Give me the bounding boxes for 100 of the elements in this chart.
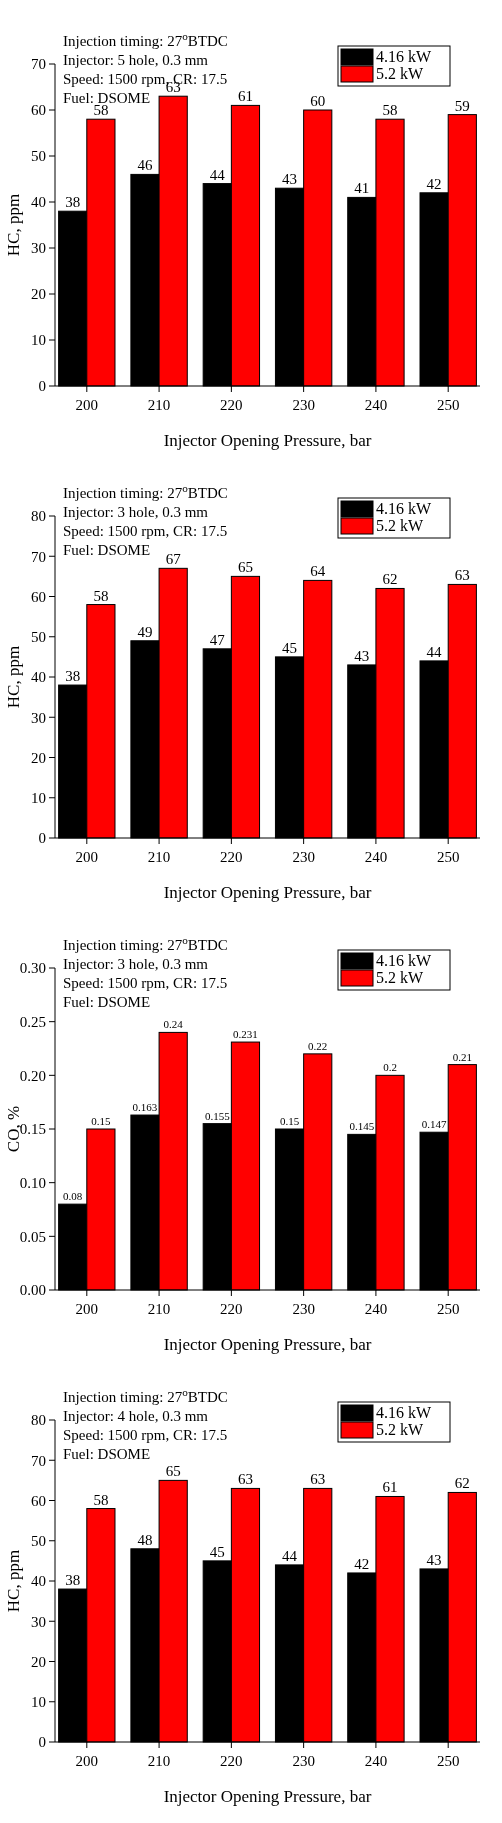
x-tick-label: 210	[147, 1301, 171, 1317]
x-tick-label: 200	[75, 1301, 99, 1317]
x-tick-label: 250	[436, 397, 460, 413]
text: Injection timing: 27$^{o}$BTDC	[63, 30, 228, 49]
legend-label: 5.2 kW	[376, 1421, 424, 1438]
y-tick-label: 40	[31, 669, 46, 686]
y-tick-label: 80	[31, 1412, 46, 1429]
data-label: 43	[426, 1551, 442, 1568]
data-label: 62	[382, 571, 398, 588]
data-label: 58	[93, 587, 109, 604]
y-tick-label: 0	[38, 1734, 46, 1751]
y-tick-label: 70	[31, 548, 46, 565]
data-label: 0.163	[132, 1101, 158, 1114]
data-label: 0.15	[91, 1115, 112, 1127]
y-tick-label: 60	[31, 588, 46, 605]
y-tick-label: 80	[31, 508, 46, 525]
data-label: 0.2	[383, 1061, 397, 1074]
y-tick-label: 30	[31, 709, 46, 726]
data-label: 0.24	[163, 1018, 184, 1031]
y-tick-label: 10	[31, 332, 46, 349]
data-label: 0.15	[279, 1115, 300, 1127]
data-label: 44	[209, 166, 226, 183]
x-tick-label: 210	[147, 1753, 171, 1769]
x-tick-label: 250	[436, 1753, 460, 1769]
y-tick-label: 60	[31, 1492, 46, 1509]
data-label: 61	[382, 1479, 398, 1496]
data-label: 0.08	[63, 1190, 83, 1203]
legend-label: 4.16 kW	[376, 500, 432, 517]
y-tick-label: 0.15	[19, 1121, 46, 1138]
data-label: 63	[454, 567, 470, 584]
legend-label: 4.16 kW	[376, 48, 432, 65]
data-label: 62	[454, 1475, 470, 1492]
text: Injection timing: 27$^{o}$BTDC	[63, 1386, 228, 1405]
annotation: Speed: 1500 rpm, CR: 17.5	[63, 975, 228, 991]
data-label: 0.22	[308, 1039, 328, 1052]
x-tick-label: 240	[364, 1301, 388, 1317]
x-tick-label: 230	[292, 849, 315, 865]
x-axis-title: Injector Opening Pressure, bar	[163, 1335, 372, 1354]
data-label: 59	[454, 97, 470, 114]
data-label: 42	[354, 1555, 370, 1572]
y-tick-label: 0	[38, 830, 46, 847]
annotation: Injector: 3 hole, 0.3 mm	[63, 504, 209, 520]
x-tick-label: 230	[292, 1753, 315, 1769]
x-tick-label: 230	[292, 397, 315, 413]
annotation: Injector: 3 hole, 0.3 mm	[63, 956, 209, 972]
y-tick-label: 0.25	[19, 1013, 46, 1030]
y-tick-label: 70	[31, 56, 46, 73]
x-tick-label: 200	[75, 397, 99, 413]
x-axis-title: Injector Opening Pressure, bar	[163, 1787, 372, 1806]
y-tick-label: 40	[31, 1573, 46, 1590]
x-tick-label: 200	[75, 849, 99, 865]
x-tick-label: 220	[220, 849, 243, 865]
x-tick-label: 220	[220, 1301, 243, 1317]
annotation: Fuel: DSOME	[63, 1446, 151, 1462]
data-label: 63	[310, 1471, 326, 1488]
text: Injection timing: 27$^{o}$BTDC	[63, 482, 228, 501]
data-label: 44	[282, 1547, 298, 1564]
y-tick-label: 50	[31, 1533, 46, 1549]
data-label: 48	[137, 1531, 153, 1548]
data-label: 67	[165, 551, 182, 568]
data-label: 41	[354, 180, 370, 197]
y-tick-label: 0.20	[19, 1067, 46, 1084]
y-tick-label: 0.00	[19, 1282, 46, 1299]
data-label: 58	[382, 102, 398, 119]
data-label: 47	[209, 631, 226, 648]
legend-label: 5.2 kW	[376, 517, 424, 534]
data-label: 64	[310, 563, 326, 580]
annotation: Fuel: DSOME	[63, 542, 151, 558]
x-tick-label: 230	[292, 1301, 315, 1317]
y-axis-title: HC, ppm	[4, 1549, 23, 1613]
y-axis-title: HC, ppm	[4, 645, 23, 709]
x-tick-label: 210	[147, 397, 171, 413]
data-label: 0.147	[421, 1118, 447, 1131]
text: Injection timing: 27$^{o}$BTDC	[63, 934, 228, 953]
x-tick-label: 240	[364, 849, 388, 865]
annotation: Injector: 4 hole, 0.3 mm	[63, 1408, 209, 1424]
x-axis-title: Injector Opening Pressure, bar	[163, 883, 372, 902]
data-label: 65	[165, 1463, 181, 1480]
annotation: Fuel: DSOME	[63, 994, 151, 1010]
data-label: 42	[426, 175, 442, 192]
y-tick-label: 20	[31, 1653, 46, 1670]
data-label: 38	[65, 1572, 81, 1589]
data-label: 49	[137, 623, 153, 640]
y-tick-label: 30	[31, 240, 46, 257]
y-tick-label: 0.10	[19, 1174, 46, 1191]
y-tick-label: 0.30	[19, 960, 46, 977]
x-tick-label: 210	[147, 849, 171, 865]
annotation: Speed: 1500 rpm, CR: 17.5	[63, 1427, 228, 1443]
y-tick-label: 30	[31, 1613, 46, 1630]
y-tick-label: 10	[31, 1694, 46, 1710]
data-label: 0.231	[233, 1028, 258, 1041]
data-label: 45	[209, 1543, 225, 1560]
data-label: 38	[65, 668, 81, 685]
y-tick-label: 50	[31, 148, 46, 165]
data-label: 60	[310, 93, 326, 109]
data-label: 58	[93, 1491, 109, 1508]
y-tick-label: 10	[31, 790, 46, 806]
y-tick-label: 60	[31, 102, 46, 119]
y-axis-title: HC, ppm	[4, 193, 23, 257]
legend-label: 5.2 kW	[376, 65, 424, 82]
